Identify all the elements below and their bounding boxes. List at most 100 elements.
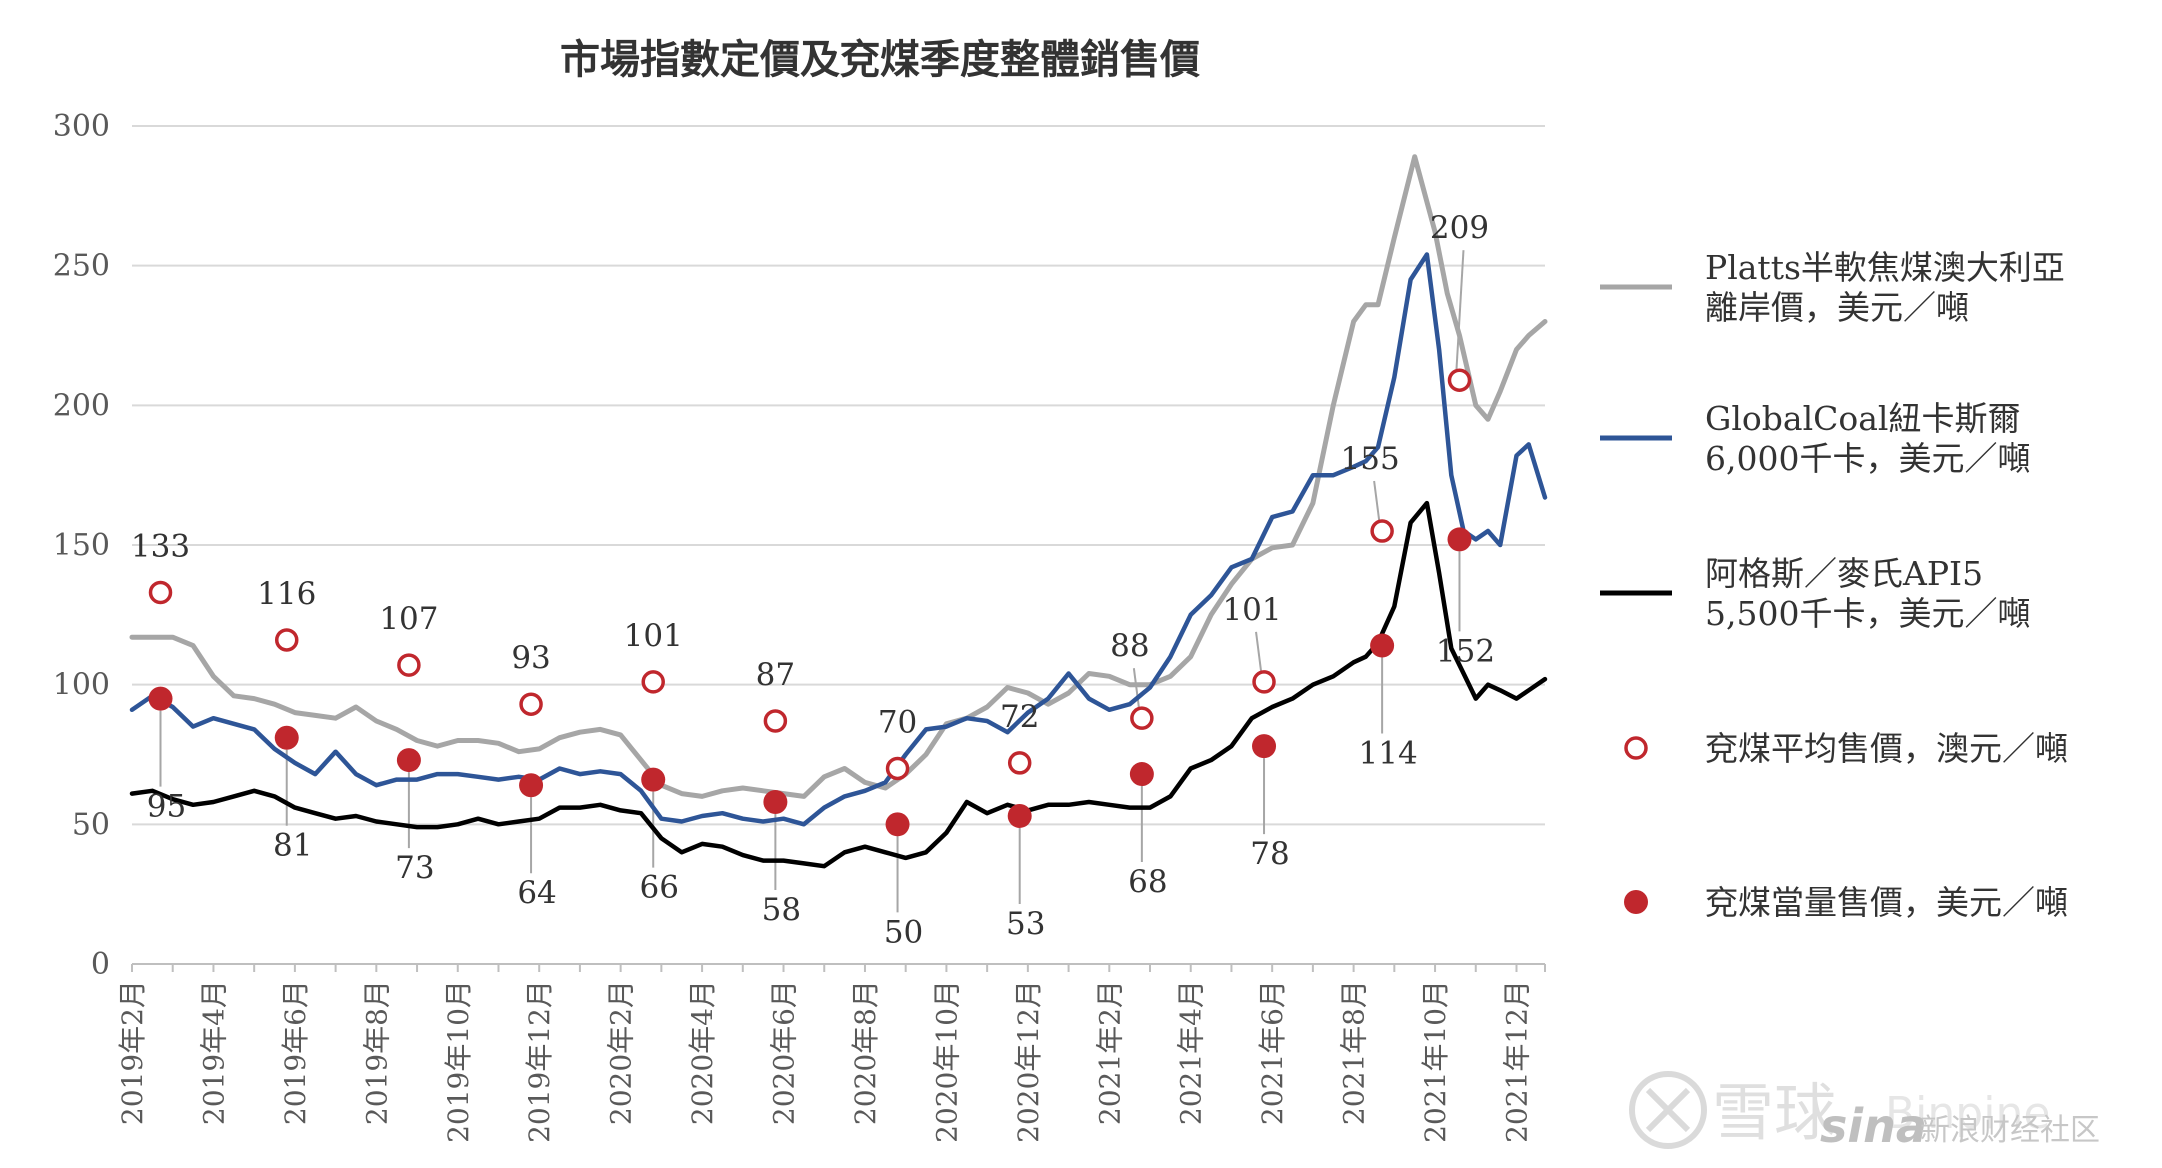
legend-label-line: 5,500千卡，美元／噸 xyxy=(1705,594,2030,633)
avg-price-marker xyxy=(1130,706,1154,730)
avg-price-label: 209 xyxy=(1430,210,1489,246)
legend-label: 兗煤當量售價，美元／噸 xyxy=(1705,883,2068,922)
y-tick-label: 250 xyxy=(53,249,110,284)
legend-label: 兗煤平均售價，澳元／噸 xyxy=(1705,729,2068,768)
equiv-price-label: 64 xyxy=(517,875,556,911)
equiv-price-marker xyxy=(1447,527,1472,552)
avg-price-label: 88 xyxy=(1110,628,1149,664)
equiv-price-marker xyxy=(1370,633,1395,658)
avg-price-marker xyxy=(1447,368,1472,392)
y-tick-label: 200 xyxy=(53,388,110,423)
avg-price-marker xyxy=(1252,670,1276,694)
equiv-price-marker xyxy=(763,789,788,814)
x-tick-label: 2021年12月 xyxy=(1500,980,1533,1143)
equiv-price-marker xyxy=(274,725,299,750)
equiv-price-label: 95 xyxy=(147,789,186,825)
xueqiu-logo-icon xyxy=(1629,1071,1707,1149)
y-tick-label: 50 xyxy=(72,807,110,842)
avg-price-marker xyxy=(397,653,421,677)
y-tick-label: 300 xyxy=(53,109,110,144)
legend-label-line: Platts半軟焦煤澳大利亞 xyxy=(1705,248,2065,287)
x-tick-label: 2019年6月 xyxy=(279,980,312,1125)
legend-label-line: 離岸價，美元／噸 xyxy=(1705,288,1969,327)
equiv-price-marker xyxy=(148,686,173,711)
legend-label-line: 兗煤當量售價，美元／噸 xyxy=(1705,883,2068,922)
equiv-price-marker xyxy=(519,773,544,798)
leader-line xyxy=(1132,668,1140,708)
equiv-price-label: 73 xyxy=(395,850,434,886)
y-tick-label: 100 xyxy=(53,668,110,703)
avg-price-marker xyxy=(274,628,299,652)
legend-label-line: 兗煤平均售價，澳元／噸 xyxy=(1705,729,2068,768)
x-tick-label: 2021年4月 xyxy=(1175,980,1208,1125)
legend-label-line: 阿格斯／麥氏API5 xyxy=(1705,554,1983,593)
x-tick-label: 2021年2月 xyxy=(1093,980,1126,1125)
avg-price-marker xyxy=(519,692,543,716)
equiv-price-marker xyxy=(1129,762,1154,787)
y-axis: 0 50 100 150 200 250 300 xyxy=(53,109,110,982)
x-tick-label: 2019年4月 xyxy=(197,980,230,1125)
xueqiu-watermark: 雪球 xyxy=(1712,1076,1836,1149)
avg-price-label: 70 xyxy=(878,704,917,740)
y-tick-label: 0 xyxy=(91,947,110,982)
avg-price-label: 93 xyxy=(511,640,550,676)
avg-price-label: 101 xyxy=(624,618,683,654)
avg-price-label: 101 xyxy=(1222,592,1281,628)
legend-swatch xyxy=(1624,736,1648,760)
markers xyxy=(148,368,1472,837)
x-tick-label: 2019年2月 xyxy=(116,980,149,1125)
avg-price-label: 155 xyxy=(1341,441,1400,477)
equiv-price-label: 114 xyxy=(1359,736,1418,772)
legend-label-line: GlobalCoal紐卡斯爾 xyxy=(1705,399,2020,438)
x-tick-label: 2019年12月 xyxy=(523,980,556,1143)
chart-title: 市場指數定價及兗煤季度整體銷售價 xyxy=(560,37,1200,83)
leader-line xyxy=(1373,480,1381,521)
data-labels: 133 95 116 81 107 73 93 64 101 66 87 58 70 50 72 53 88 68… xyxy=(131,210,1495,950)
legend: Platts半軟焦煤澳大利亞離岸價，美元／噸 GlobalCoal紐卡斯爾 6,00… xyxy=(1600,248,2068,922)
avg-price-label: 116 xyxy=(257,576,316,612)
series-lines xyxy=(129,154,1548,869)
series-line-1 xyxy=(129,154,1548,799)
equiv-price-label: 81 xyxy=(273,828,312,864)
avg-price-label: 107 xyxy=(379,601,438,637)
x-tick-label: 2020年6月 xyxy=(768,980,801,1125)
x-tick-label: 2020年4月 xyxy=(686,980,719,1125)
x-tick-label: 2020年8月 xyxy=(849,980,882,1125)
leader-line xyxy=(1455,250,1465,370)
avg-price-marker xyxy=(763,709,788,733)
y-tick-label: 150 xyxy=(53,528,110,563)
avg-price-label: 87 xyxy=(756,657,795,693)
avg-price-marker xyxy=(641,670,665,694)
equiv-price-marker xyxy=(641,767,666,792)
legend-label: Platts半軟焦煤澳大利亞離岸價，美元／噸 xyxy=(1705,248,2065,327)
x-tick-label: 2020年2月 xyxy=(605,980,638,1125)
x-tick-label: 2019年8月 xyxy=(360,980,393,1125)
equiv-price-label: 66 xyxy=(639,870,678,906)
legend-label-line: 6,000千卡，美元／噸 xyxy=(1705,439,2030,478)
avg-price-marker xyxy=(148,580,173,605)
leader-lines xyxy=(159,250,1465,913)
x-tick-label: 2020年12月 xyxy=(1012,980,1045,1143)
sina-logo-text: sina xyxy=(1820,1099,1927,1153)
equiv-price-label: 78 xyxy=(1250,836,1289,872)
avg-price-marker xyxy=(885,756,910,781)
legend-label: 阿格斯／麥氏API5 5,500千卡，美元／噸 xyxy=(1705,554,2030,633)
equiv-price-label: 68 xyxy=(1128,864,1167,900)
equiv-price-label: 53 xyxy=(1006,906,1045,942)
leader-line xyxy=(1255,631,1263,672)
equiv-price-marker xyxy=(1252,734,1277,759)
equiv-price-label: 50 xyxy=(884,914,923,950)
avg-price-label: 133 xyxy=(131,528,190,564)
x-axis: 2019年2月 2019年4月 2019年6月 2019年8月 2019年10月 2019… xyxy=(116,963,1546,1143)
equiv-price-label: 152 xyxy=(1436,633,1495,669)
equiv-price-marker xyxy=(885,812,910,837)
watermark: 雪球 Binpine sina 新浪财经社区 xyxy=(1629,1071,2100,1153)
x-tick-label: 2019年10月 xyxy=(442,980,475,1143)
legend-label: GlobalCoal紐卡斯爾 6,000千卡，美元／噸 xyxy=(1705,399,2030,478)
avg-price-marker xyxy=(1370,519,1394,543)
legend-swatch xyxy=(1624,890,1648,914)
x-tick-label: 2021年10月 xyxy=(1419,980,1452,1143)
x-tick-label: 2021年8月 xyxy=(1338,980,1371,1125)
x-tick-label: 2020年10月 xyxy=(930,980,963,1143)
